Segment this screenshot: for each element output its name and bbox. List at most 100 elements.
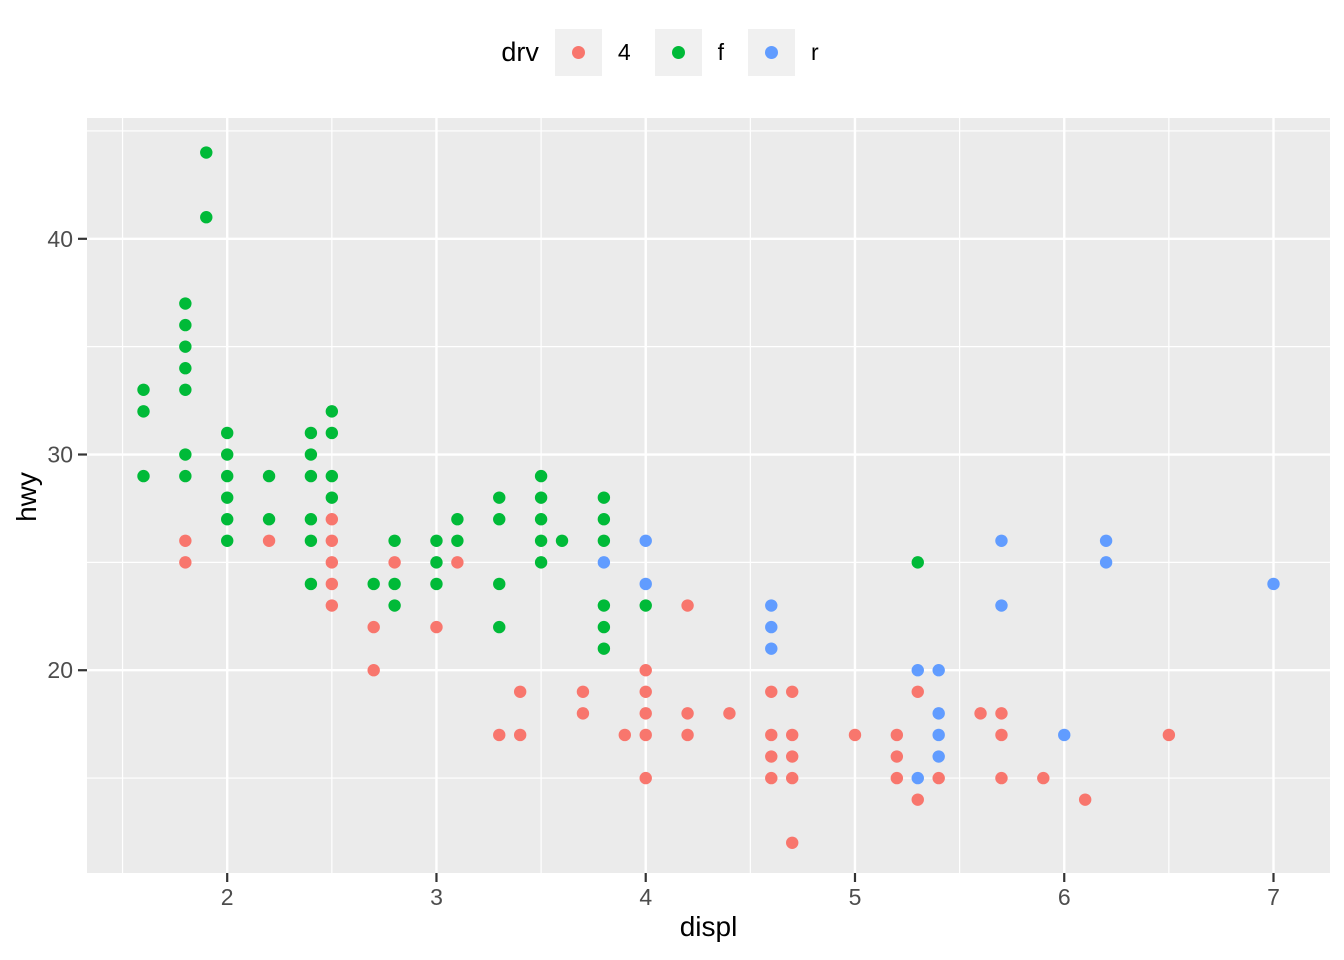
data-point-f	[388, 599, 401, 612]
data-point-4	[723, 707, 736, 720]
data-point-4	[765, 771, 778, 785]
data-point-r	[932, 707, 945, 720]
data-point-f	[179, 362, 192, 375]
legend-entry-4: 4	[554, 29, 655, 76]
data-point-4	[681, 728, 694, 742]
data-point-4	[367, 620, 380, 634]
data-point-r	[1058, 728, 1071, 742]
data-point-r	[639, 534, 652, 547]
data-point-r	[932, 664, 945, 677]
data-point-4	[367, 664, 380, 677]
legend-key-label: f	[717, 39, 725, 65]
data-point-f	[200, 211, 213, 224]
legend-title: drv	[501, 37, 539, 67]
data-point-f	[221, 534, 234, 547]
data-point-4	[388, 556, 401, 569]
data-point-4	[995, 707, 1008, 720]
data-point-r	[911, 771, 924, 785]
data-point-r	[765, 642, 778, 655]
data-point-f	[534, 469, 548, 483]
y-axis-title: hwy	[11, 472, 42, 522]
data-point-f	[493, 513, 506, 526]
data-point-4	[179, 534, 192, 547]
data-point-4	[1162, 728, 1176, 742]
data-point-f	[304, 448, 318, 461]
data-point-4	[325, 599, 339, 612]
data-point-r	[597, 556, 611, 569]
data-point-f	[388, 577, 401, 591]
data-point-f	[493, 577, 506, 591]
data-point-f	[179, 340, 192, 353]
data-point-f	[179, 383, 192, 396]
legend-entry-f: f	[654, 29, 748, 76]
legend: drv 4 f r	[0, 29, 1344, 76]
data-point-4	[325, 513, 339, 526]
data-point-4	[639, 685, 652, 698]
x-tick-label: 6	[1058, 884, 1071, 910]
data-point-4	[932, 771, 945, 785]
data-point-f	[430, 577, 443, 591]
data-point-f	[597, 642, 611, 655]
data-point-4	[262, 534, 276, 547]
data-point-4	[1078, 793, 1092, 806]
data-point-4	[639, 664, 652, 677]
data-point-r	[765, 620, 778, 634]
data-point-4	[325, 556, 339, 569]
data-point-f	[304, 513, 318, 526]
data-point-4	[995, 728, 1008, 742]
data-point-r	[911, 664, 924, 677]
data-point-4	[493, 728, 506, 742]
legend-key-swatch	[748, 29, 796, 76]
data-point-4	[325, 534, 339, 547]
data-point-4	[786, 685, 799, 698]
data-point-4	[786, 836, 799, 849]
data-point-f	[430, 556, 443, 569]
data-point-4	[513, 685, 527, 698]
data-point-4	[848, 728, 862, 742]
data-point-4	[430, 620, 443, 634]
x-axis-title: displ	[679, 911, 738, 942]
data-point-f	[911, 556, 924, 569]
data-point-f	[451, 513, 464, 526]
data-point-4	[786, 728, 799, 742]
data-point-f	[137, 405, 150, 418]
data-point-f	[137, 469, 150, 483]
legend-entry-r: r	[748, 29, 843, 76]
data-point-f	[304, 426, 318, 440]
data-point-4	[639, 707, 652, 720]
data-point-r	[995, 599, 1008, 612]
data-point-4	[786, 750, 799, 763]
data-point-4	[639, 728, 652, 742]
data-point-f	[179, 297, 192, 310]
data-point-4	[639, 771, 652, 785]
data-point-f	[304, 534, 318, 547]
data-point-f	[325, 491, 339, 504]
data-point-f	[534, 556, 548, 569]
data-point-f	[179, 318, 192, 332]
legend-key-swatch	[554, 29, 602, 76]
data-point-f	[221, 469, 234, 483]
data-point-f	[597, 534, 611, 547]
y-tick-label: 20	[47, 657, 73, 683]
data-point-f	[639, 599, 652, 612]
data-point-4	[786, 771, 799, 785]
data-point-4	[681, 599, 694, 612]
y-tick-label: 30	[47, 442, 73, 468]
data-point-f	[534, 491, 548, 504]
data-point-r	[995, 534, 1008, 547]
point-icon	[671, 46, 685, 59]
data-point-f	[221, 426, 234, 440]
data-point-f	[451, 534, 464, 547]
data-point-f	[304, 469, 318, 483]
data-point-f	[534, 513, 548, 526]
data-point-4	[911, 793, 924, 806]
point-icon	[765, 46, 779, 59]
data-point-f	[221, 513, 234, 526]
data-point-f	[304, 577, 318, 591]
data-point-f	[493, 620, 506, 634]
data-point-f	[597, 513, 611, 526]
data-point-4	[995, 771, 1008, 785]
x-tick-label: 4	[639, 884, 652, 910]
data-point-f	[430, 534, 443, 547]
